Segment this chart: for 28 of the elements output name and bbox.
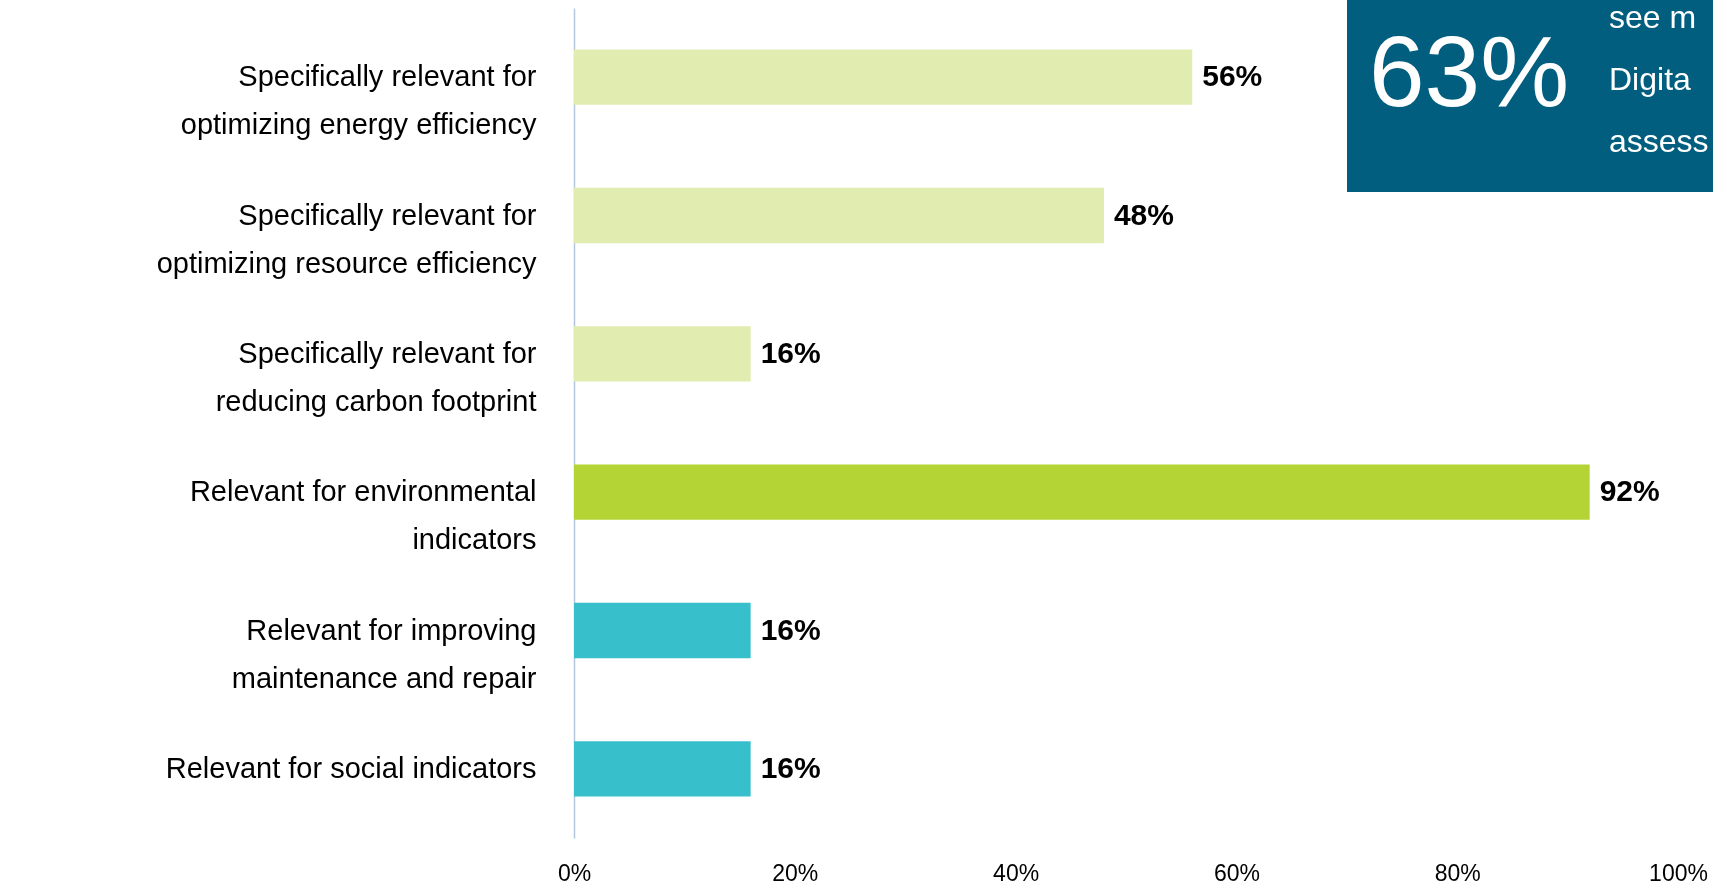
data-label: 16% bbox=[760, 750, 821, 784]
bar bbox=[574, 326, 751, 382]
bar bbox=[574, 49, 1193, 105]
annotation: 63% bbox=[1369, 15, 1570, 127]
bar bbox=[574, 741, 751, 797]
y-tick-label: Specifically relevant for optimizing resource efficiency bbox=[156, 198, 537, 279]
x-tick-label: 100% bbox=[1649, 859, 1708, 886]
data-label: 48% bbox=[1113, 197, 1174, 231]
annotation: see m bbox=[1609, 0, 1697, 35]
x-tick-label: 20% bbox=[772, 859, 819, 886]
annotation: assess bbox=[1609, 123, 1709, 159]
y-tick-label: Specifically relevant for reducing carbon footprint bbox=[215, 336, 537, 417]
bar bbox=[574, 464, 1590, 520]
x-tick-label: 40% bbox=[993, 859, 1040, 886]
x-tick-label: 80% bbox=[1434, 859, 1481, 886]
data-label: 92% bbox=[1599, 474, 1660, 508]
data-label: 56% bbox=[1202, 59, 1263, 93]
y-tick-label: Specifically relevant for optimizing energy efficiency bbox=[180, 60, 537, 141]
y-tick-label: Relevant for improving maintenance and repair bbox=[231, 613, 537, 694]
data-label: 16% bbox=[760, 335, 821, 369]
bar bbox=[574, 602, 751, 659]
annotation: Digita bbox=[1609, 61, 1692, 97]
y-tick-label: Relevant for social indicators bbox=[165, 751, 537, 784]
x-tick-label: 0% bbox=[557, 859, 592, 886]
data-label: 16% bbox=[760, 612, 821, 646]
y-tick-label: Relevant for environmental indicators bbox=[189, 475, 537, 556]
bar bbox=[574, 187, 1104, 244]
x-tick-label: 60% bbox=[1213, 859, 1260, 886]
